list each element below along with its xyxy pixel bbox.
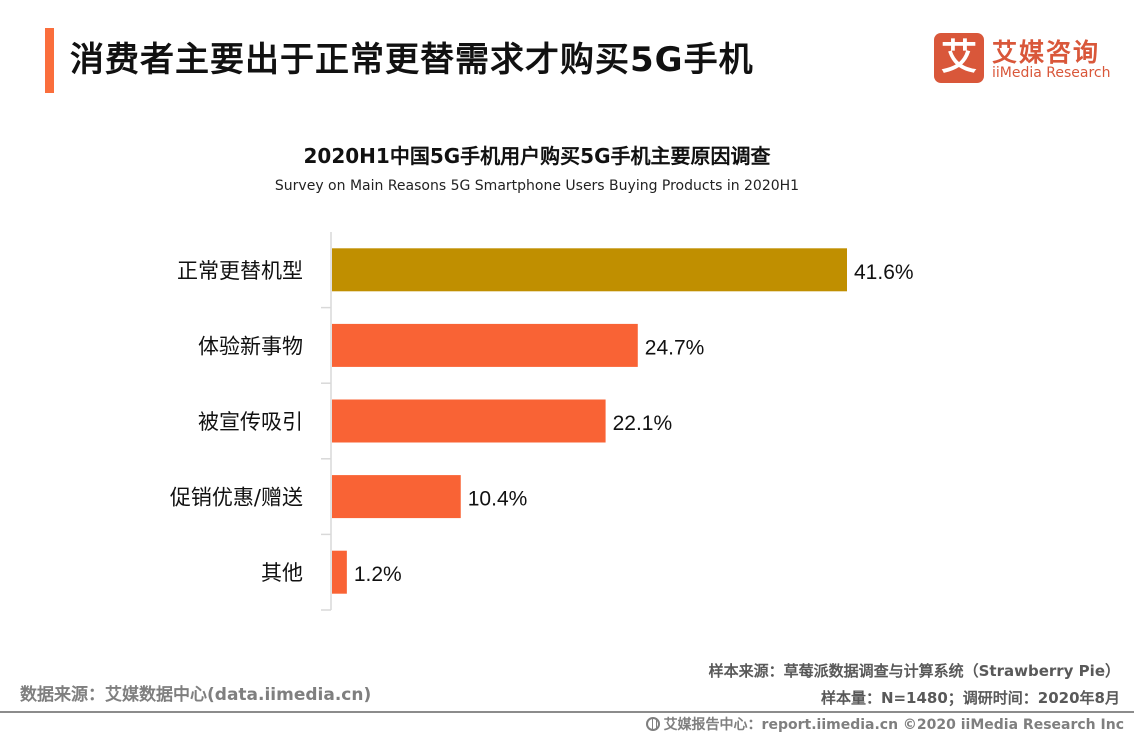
iimedia-logo: 艾 艾媒咨询 iiMedia Research	[934, 33, 1114, 85]
chart-subtitle: Survey on Main Reasons 5G Smartphone Use…	[274, 178, 800, 194]
globe-icon	[645, 717, 660, 731]
category-label: 促销优惠/赠送	[170, 486, 303, 510]
sample-info: 样本量：N=1480；调研时间：2020年8月	[820, 689, 1120, 707]
bar	[332, 323, 638, 367]
logo-name-en: iiMedia Research	[992, 65, 1111, 81]
value-label: 41.6%	[854, 261, 914, 284]
value-label: 1.2%	[354, 563, 402, 586]
data-source: 数据来源：艾媒数据中心(data.iimedia.cn)	[20, 685, 372, 705]
bar	[332, 248, 847, 292]
category-label: 体验新事物	[198, 334, 303, 358]
value-label: 24.7%	[645, 336, 705, 359]
value-label: 10.4%	[468, 488, 528, 511]
category-label: 被宣传吸引	[198, 410, 303, 434]
value-label: 22.1%	[613, 412, 673, 435]
page-title: 消费者主要出于正常更替需求才购买5G手机	[70, 40, 754, 80]
bar	[332, 550, 347, 594]
logo-name-cn: 艾媒咨询	[992, 38, 1101, 67]
footer-divider	[0, 711, 1134, 713]
report-center-text: 艾媒报告中心：report.iimedia.cn ©2020 iiMedia R…	[663, 717, 1124, 733]
bar	[332, 475, 461, 519]
bar	[332, 399, 606, 443]
logo-icon: 艾	[934, 33, 984, 83]
chart-title: 2020H1中国5G手机用户购买5G手机主要原因调查	[303, 144, 771, 168]
report-center: 艾媒报告中心：report.iimedia.cn ©2020 iiMedia R…	[645, 714, 1124, 734]
category-label: 正常更替机型	[177, 259, 303, 283]
sample-source: 样本来源：草莓派数据调查与计算系统（Strawberry Pie）	[708, 662, 1120, 680]
category-label: 其他	[261, 561, 303, 585]
title-accent-bar	[45, 28, 54, 93]
